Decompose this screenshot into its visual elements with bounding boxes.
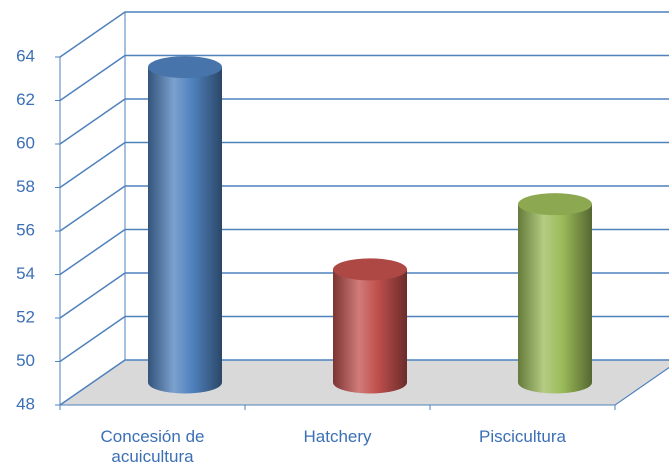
y-tick-label: 56 [16,220,35,239]
y-tick-label: 48 [16,394,35,413]
grid-line [59,141,669,189]
y-tick-label: 60 [16,133,35,152]
y-tick-label: 50 [16,351,35,370]
grid-line [59,54,669,102]
floor-edge [614,367,669,406]
bar-top [148,56,222,79]
bar-body [148,67,222,394]
grid-line [59,272,669,319]
grid-line [59,359,669,406]
bar-body [518,204,592,394]
y-tick-label: 64 [16,46,35,65]
y-tick-label: 52 [16,307,35,326]
grid-line [59,315,669,363]
y-tick-label: 62 [16,90,35,109]
bar [148,56,222,394]
x-tick-label: Piscicultura [479,427,566,446]
bar-top [518,193,592,216]
bar [333,258,407,394]
x-tick-label: Hatchery [303,427,372,446]
y-tick-label: 58 [16,177,35,196]
y-tick-label: 54 [16,264,35,283]
bar [518,193,592,394]
grid-line [59,228,669,276]
bar-body [333,269,407,394]
bar-top [333,258,407,281]
grid-line [59,11,669,58]
grid-line [59,98,669,145]
x-tick-label: Concesión de acuicultura [100,427,205,466]
grid-line [59,185,669,232]
